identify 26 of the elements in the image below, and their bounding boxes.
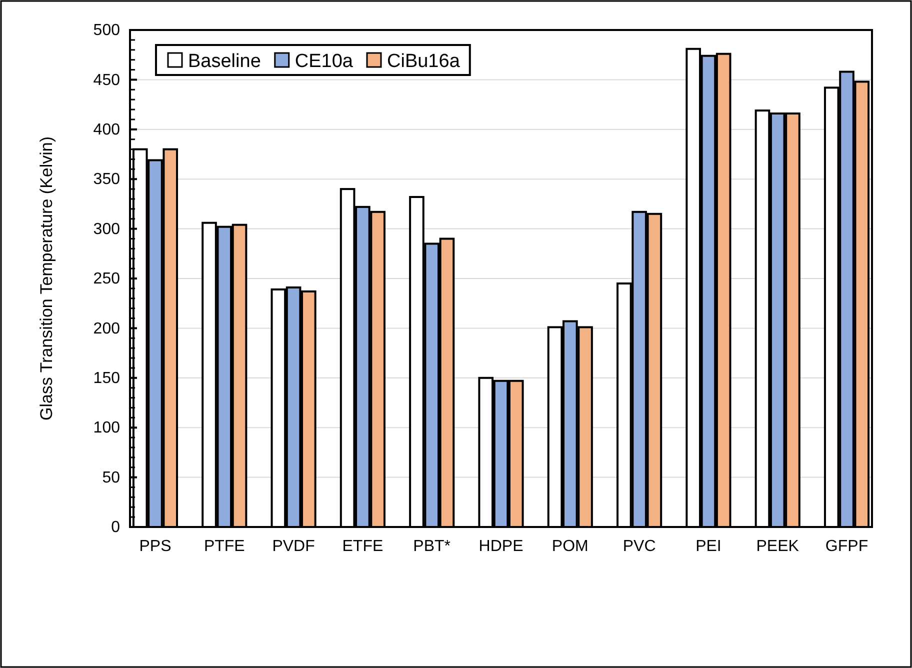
y-axis-title: Glass Transition Temperature (Kelvin) [37, 136, 56, 421]
x-tick-label: GFPF [825, 538, 868, 555]
y-tick-label: 300 [93, 220, 120, 238]
y-tick-label: 500 [93, 22, 120, 40]
legend-label: CE10a [294, 51, 354, 72]
x-tick-label: PEI [696, 538, 722, 555]
x-tick-label: PVDF [272, 538, 316, 555]
x-tick-label: POM [552, 538, 588, 555]
legend-label: CiBu16a [387, 51, 460, 72]
x-tick-label: PEEK [756, 538, 800, 555]
x-tick-label: PVC [622, 538, 656, 555]
legend-label: Baseline [188, 51, 261, 72]
y-tick-label: 100 [93, 420, 120, 437]
y-tick-label: 200 [93, 320, 120, 338]
y-tick-label: 350 [93, 171, 120, 188]
y-tick-label: 150 [93, 370, 120, 388]
x-tick-label: PBT* [413, 538, 451, 555]
x-tick-label: PTFE [204, 538, 245, 555]
x-tick-label: ETFE [342, 538, 384, 555]
y-tick-label: 0 [111, 519, 120, 536]
x-tick-label: HDPE [478, 538, 524, 555]
y-tick-label: 400 [93, 122, 120, 139]
y-tick-label: 50 [102, 469, 120, 486]
y-tick-label: 450 [93, 72, 120, 89]
y-tick-label: 250 [93, 270, 120, 288]
x-tick-label: PPS [139, 538, 172, 555]
